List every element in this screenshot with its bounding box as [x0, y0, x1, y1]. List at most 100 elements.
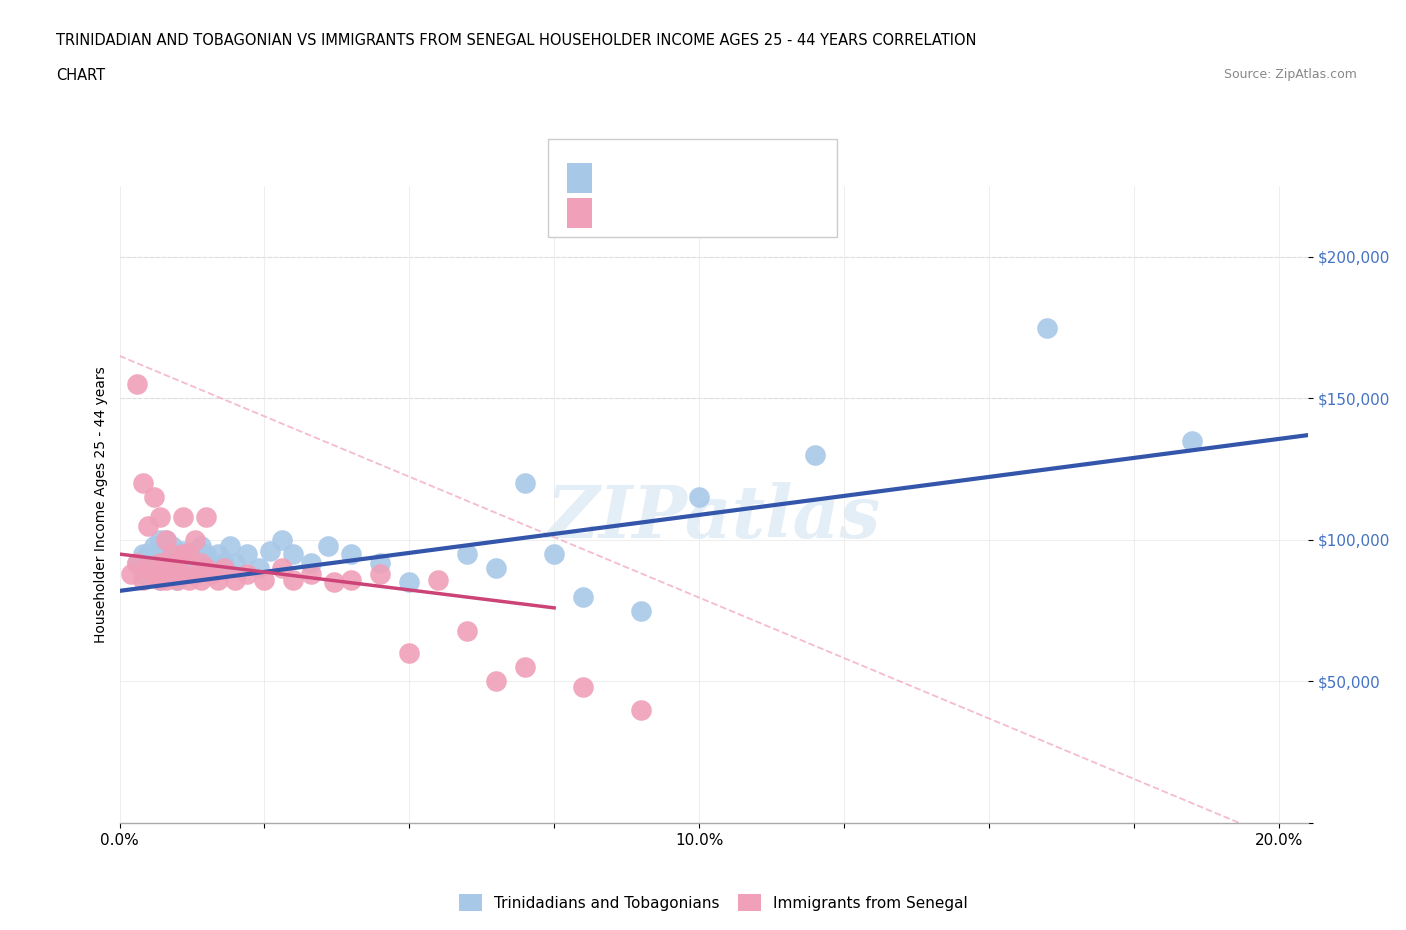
Point: [224, 555, 246, 570]
Point: [131, 572, 153, 587]
Point: [190, 538, 212, 553]
Point: [427, 572, 450, 587]
Point: [572, 589, 595, 604]
Point: [125, 377, 148, 392]
Point: [247, 561, 270, 576]
Point: [184, 561, 207, 576]
Point: [270, 561, 292, 576]
Point: [316, 538, 339, 553]
Point: [172, 555, 194, 570]
Text: R = -0.274: R = -0.274: [603, 206, 689, 220]
Point: [172, 510, 194, 525]
Point: [515, 660, 537, 675]
Point: [630, 702, 652, 717]
Point: [340, 547, 363, 562]
Point: [149, 533, 172, 548]
Y-axis label: Householder Income Ages 25 - 44 years: Householder Income Ages 25 - 44 years: [94, 366, 108, 643]
Point: [236, 547, 259, 562]
Point: [195, 547, 218, 562]
Point: [155, 572, 177, 587]
Point: [177, 566, 200, 581]
Point: [184, 544, 207, 559]
Point: [804, 447, 827, 462]
Point: [155, 547, 177, 562]
Point: [160, 538, 183, 553]
Point: [224, 572, 246, 587]
Point: [166, 561, 188, 576]
Point: [138, 518, 160, 533]
Point: [190, 555, 212, 570]
Point: [155, 566, 177, 581]
Text: CHART: CHART: [56, 68, 105, 83]
Point: [1036, 320, 1059, 335]
Point: [138, 547, 160, 562]
Point: [485, 674, 508, 689]
Point: [149, 572, 172, 587]
Point: [299, 566, 322, 581]
Point: [172, 547, 194, 562]
Point: [1181, 433, 1204, 448]
Point: [270, 533, 292, 548]
Point: [131, 547, 153, 562]
Point: [160, 555, 183, 570]
Point: [456, 623, 478, 638]
Point: [172, 544, 194, 559]
Point: [160, 547, 183, 562]
Point: [177, 572, 200, 587]
Point: [138, 561, 160, 576]
Point: [201, 561, 224, 576]
Point: [190, 555, 212, 570]
Point: [368, 566, 391, 581]
Point: [177, 547, 200, 562]
Point: [688, 490, 710, 505]
Point: [323, 575, 346, 590]
Point: [212, 561, 235, 576]
Point: [138, 561, 160, 576]
Point: [456, 547, 478, 562]
Point: [143, 566, 166, 581]
Text: TRINIDADIAN AND TOBAGONIAN VS IMMIGRANTS FROM SENEGAL HOUSEHOLDER INCOME AGES 25: TRINIDADIAN AND TOBAGONIAN VS IMMIGRANTS…: [56, 33, 977, 47]
Point: [195, 561, 218, 576]
Point: [572, 680, 595, 695]
Point: [299, 555, 322, 570]
Point: [190, 572, 212, 587]
Point: [212, 555, 235, 570]
Point: [253, 572, 276, 587]
Point: [485, 561, 508, 576]
Point: [207, 572, 229, 587]
Point: [630, 604, 652, 618]
Point: [283, 572, 305, 587]
Point: [166, 572, 188, 587]
Point: [125, 555, 148, 570]
Point: [166, 555, 188, 570]
Point: [207, 547, 229, 562]
Point: [143, 566, 166, 581]
Point: [283, 547, 305, 562]
Point: [155, 533, 177, 548]
Point: [259, 544, 281, 559]
Point: [177, 547, 200, 562]
Point: [149, 510, 172, 525]
Legend: Trinidadians and Tobagonians, Immigrants from Senegal: Trinidadians and Tobagonians, Immigrants…: [453, 888, 974, 917]
Point: [515, 476, 537, 491]
Point: [131, 566, 153, 581]
Text: N = 54: N = 54: [704, 170, 761, 185]
Point: [166, 547, 188, 562]
Point: [201, 566, 224, 581]
Point: [398, 645, 420, 660]
Point: [368, 555, 391, 570]
Point: [195, 510, 218, 525]
Point: [160, 566, 183, 581]
Point: [155, 533, 177, 548]
Point: [236, 566, 259, 581]
Point: [131, 476, 153, 491]
Point: [125, 555, 148, 570]
Point: [143, 538, 166, 553]
Text: Source: ZipAtlas.com: Source: ZipAtlas.com: [1223, 68, 1357, 81]
Point: [143, 490, 166, 505]
Point: [149, 555, 172, 570]
Text: N = 49: N = 49: [704, 206, 761, 220]
Point: [184, 533, 207, 548]
Point: [184, 566, 207, 581]
Point: [172, 566, 194, 581]
